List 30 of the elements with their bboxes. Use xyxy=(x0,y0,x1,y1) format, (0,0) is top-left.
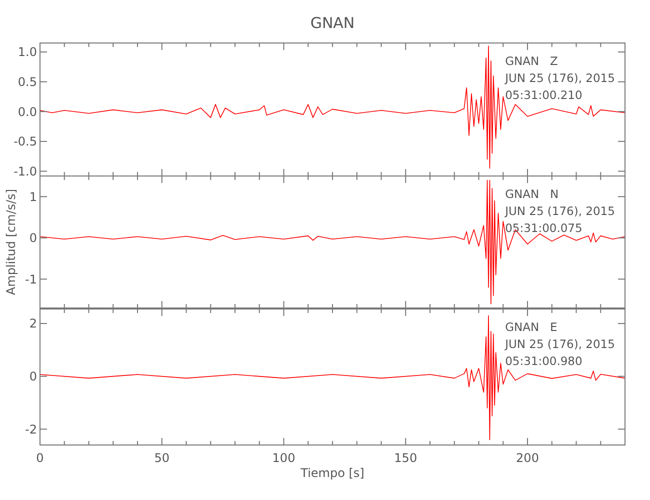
y-tick-label: -0.5 xyxy=(14,134,37,149)
y-tick-label: 0.5 xyxy=(18,74,37,89)
y-tick-label: -1 xyxy=(25,272,37,286)
annotation: JUN 25 (176), 2015 xyxy=(504,204,615,218)
annotation: GNAN N xyxy=(505,187,559,201)
line-series xyxy=(40,315,626,440)
y-tick-label: 2 xyxy=(29,316,37,331)
x-axis-title: Tiempo [s] xyxy=(300,466,364,480)
y-tick-label: 1.0 xyxy=(18,45,37,60)
y-tick-label: 0.0 xyxy=(18,104,37,119)
x-tick-label: 100 xyxy=(272,451,296,465)
annotation: GNAN E xyxy=(505,320,558,334)
annotation: 05:31:00.210 xyxy=(505,88,582,102)
x-tick-label: 200 xyxy=(516,451,539,465)
y-tick-label: 0 xyxy=(29,231,37,246)
chart-title: GNAN xyxy=(310,14,355,32)
line-series xyxy=(40,180,626,304)
y-axis-title: Amplitud [cm/s/s] xyxy=(4,188,18,296)
annotation: 05:31:00.980 xyxy=(505,354,582,368)
y-tick-label: -1.0 xyxy=(14,164,37,178)
y-tick-label: 1 xyxy=(29,190,37,204)
x-tick-label: 150 xyxy=(394,451,418,465)
y-tick-label: -2 xyxy=(25,422,37,436)
annotation: JUN 25 (176), 2015 xyxy=(504,71,615,85)
y-tick-label: 0 xyxy=(29,370,37,384)
line-series xyxy=(40,46,626,169)
annotation: GNAN Z xyxy=(505,54,558,68)
annotation: 05:31:00.075 xyxy=(505,221,582,235)
annotation: JUN 25 (176), 2015 xyxy=(504,337,615,351)
x-tick-label: 50 xyxy=(154,451,170,465)
